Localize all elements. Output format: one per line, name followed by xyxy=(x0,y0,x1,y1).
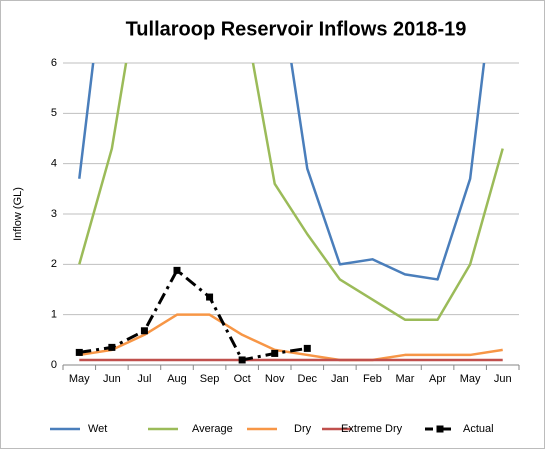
series-marker xyxy=(238,356,246,364)
series-line xyxy=(78,63,504,321)
y-tick-label: 4 xyxy=(51,158,57,170)
series-line xyxy=(79,268,308,362)
series-line xyxy=(78,63,486,281)
series-marker xyxy=(271,349,279,357)
x-tick-label: Jun xyxy=(103,373,121,385)
y-axis-label: Inflow (GL) xyxy=(12,187,24,241)
legend-label: Actual xyxy=(463,423,494,435)
y-tick-label: 1 xyxy=(51,309,57,321)
x-tick-label: Dec xyxy=(298,373,318,385)
x-tick-label: Apr xyxy=(429,373,446,385)
legend-label: Average xyxy=(192,423,233,435)
series-marker xyxy=(173,266,181,274)
y-tick-label: 5 xyxy=(51,107,57,119)
series-marker xyxy=(303,344,311,352)
x-tick-label: Oct xyxy=(234,373,251,385)
x-tick-label: Nov xyxy=(265,373,285,385)
legend-marker xyxy=(436,425,444,433)
legend-label: Dry xyxy=(294,423,312,435)
y-tick-label: 0 xyxy=(51,359,57,371)
x-tick-label: Jul xyxy=(137,373,151,385)
legend-label: Wet xyxy=(88,423,107,435)
y-tick-label: 6 xyxy=(51,57,57,69)
y-tick-label: 3 xyxy=(51,208,57,220)
x-tick-label: Feb xyxy=(363,373,382,385)
x-tick-label: Jun xyxy=(494,373,512,385)
x-tick-label: Mar xyxy=(396,373,415,385)
chart-title: Tullaroop Reservoir Inflows 2018-19 xyxy=(126,18,467,40)
x-tick-label: Jan xyxy=(331,373,349,385)
y-tick-label: 2 xyxy=(51,258,57,270)
x-tick-label: May xyxy=(69,373,90,385)
series-marker xyxy=(108,343,116,351)
x-tick-label: May xyxy=(460,373,481,385)
series-marker xyxy=(140,327,148,335)
x-tick-label: Sep xyxy=(200,373,220,385)
x-tick-label: Aug xyxy=(167,373,187,385)
legend-label: Extreme Dry xyxy=(341,423,403,435)
series-marker xyxy=(75,348,83,356)
plot-area xyxy=(75,63,504,364)
series-marker xyxy=(206,293,214,301)
